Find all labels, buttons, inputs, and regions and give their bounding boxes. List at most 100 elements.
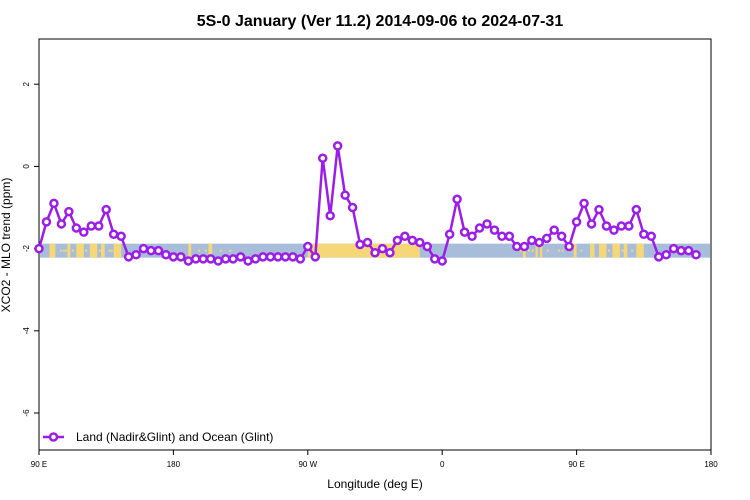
land-speck	[219, 249, 222, 252]
data-point	[250, 254, 261, 264]
data-point	[631, 204, 642, 215]
x-axis: 90 E 180 90 W 0 90 E 180	[31, 450, 718, 469]
data-point	[452, 194, 462, 205]
data-point	[325, 210, 335, 221]
data-point	[489, 225, 500, 235]
data-point	[220, 254, 231, 264]
x-tick-label: 180	[167, 460, 181, 469]
land-speck	[198, 249, 201, 252]
data-point	[355, 239, 365, 250]
land-band	[67, 243, 71, 258]
data-point	[310, 252, 321, 262]
data-point	[243, 256, 253, 266]
land-band	[113, 243, 122, 258]
land-band	[636, 243, 644, 258]
data-point	[79, 227, 89, 237]
data-point	[93, 221, 104, 231]
data-point	[601, 221, 612, 231]
data-point	[161, 250, 171, 260]
data-point	[586, 219, 597, 229]
land-speck	[546, 249, 549, 252]
data-point	[512, 241, 522, 252]
legend-marker	[48, 432, 59, 442]
x-tick-label: 90 E	[568, 460, 584, 469]
data-point	[101, 204, 111, 215]
land-band	[89, 243, 98, 258]
data-point	[191, 254, 201, 264]
data-point	[564, 241, 574, 252]
data-point	[639, 229, 649, 239]
data-point	[153, 245, 164, 256]
land-speck	[59, 249, 62, 252]
land-speck	[65, 249, 68, 252]
land-speck	[580, 249, 583, 252]
data-point	[138, 243, 149, 254]
land-speck	[519, 249, 522, 252]
data-point	[579, 198, 589, 209]
data-point	[288, 252, 298, 262]
land-speck	[621, 249, 624, 252]
data-point	[340, 190, 350, 200]
land-band	[599, 243, 607, 258]
data-point	[228, 254, 238, 264]
data-point	[444, 229, 455, 239]
data-point	[168, 252, 179, 262]
data-point	[668, 243, 679, 254]
data-point	[377, 243, 388, 254]
data-point	[41, 217, 52, 227]
land-band	[540, 243, 543, 258]
data-point	[407, 235, 418, 246]
land-speck	[108, 249, 111, 252]
data-point	[467, 231, 477, 242]
y-tick-label: 0	[22, 164, 31, 169]
data-point	[235, 252, 246, 262]
data-point	[653, 252, 664, 262]
data-point	[392, 235, 403, 246]
data-point	[534, 237, 545, 248]
data-point	[198, 254, 209, 264]
data-point	[646, 231, 657, 242]
data-point	[265, 252, 276, 262]
data-point	[497, 231, 507, 242]
data-point	[86, 221, 97, 231]
data-point	[422, 241, 433, 252]
data-point	[609, 225, 619, 235]
land-speck	[71, 249, 74, 252]
land-speck	[204, 249, 207, 252]
y-tick-label: -2	[22, 245, 31, 253]
data-point	[385, 247, 395, 258]
x-tick-label: 90 W	[298, 460, 317, 469]
x-tick-label: 0	[440, 460, 445, 469]
data-point	[317, 153, 328, 163]
data-point	[176, 252, 186, 262]
data-point	[205, 254, 216, 264]
data-point	[527, 235, 537, 246]
x-axis-label: Longitude (deg E)	[327, 477, 422, 491]
data-point	[437, 256, 447, 266]
land-band	[573, 243, 577, 258]
land-speck	[631, 249, 634, 252]
data-point	[661, 250, 671, 260]
data-point	[474, 223, 485, 233]
data-point	[273, 252, 283, 262]
land-speck	[229, 249, 232, 252]
data-point	[624, 221, 634, 231]
data-point	[541, 233, 552, 244]
data-point	[131, 250, 141, 260]
data-point	[49, 198, 59, 209]
data-point	[482, 219, 492, 229]
land-band	[100, 243, 105, 258]
data-point	[123, 252, 134, 262]
land-speck	[528, 249, 531, 252]
land-speck	[85, 249, 88, 252]
data-point	[616, 221, 627, 231]
data-point	[258, 252, 268, 262]
data-point	[683, 245, 694, 256]
data-point	[556, 231, 567, 242]
data-point	[519, 241, 530, 252]
data-point	[347, 202, 358, 213]
data-point	[370, 247, 380, 258]
data-point	[116, 231, 126, 242]
data-point	[362, 237, 373, 248]
